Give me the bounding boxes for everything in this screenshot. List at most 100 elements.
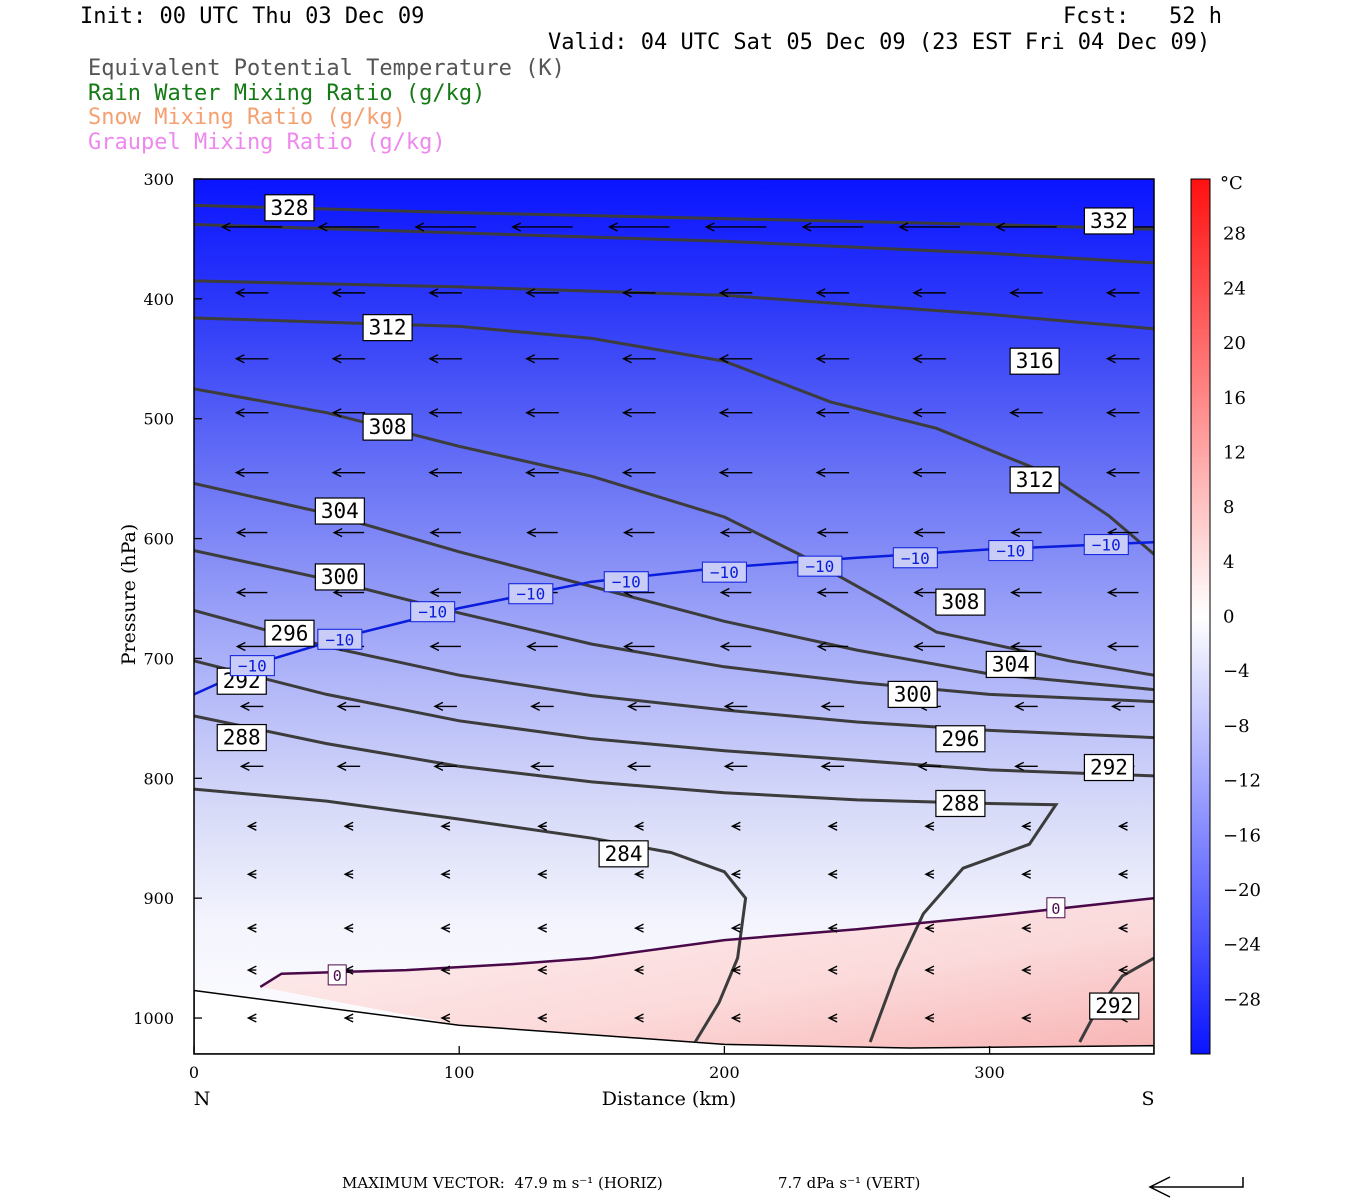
wind-vector [1010, 527, 1042, 538]
contour-label-text: 316 [1016, 349, 1054, 373]
wind-vector [343, 821, 354, 831]
isotherm-minus-10-label: −10 [508, 583, 554, 605]
isotherm-minus-10-label: −10 [701, 561, 747, 583]
contour-label-box [935, 789, 986, 818]
contour-label-text: 288 [941, 791, 979, 815]
wind-vector [730, 821, 741, 831]
contour-label: 292 [1083, 753, 1135, 782]
wind-vector [336, 761, 361, 771]
wind-vector [621, 354, 656, 364]
theta-e-contour-312 [194, 316, 1154, 556]
wind-vector [1010, 587, 1042, 598]
wind-vector [234, 354, 269, 364]
contour-label: 316 [1009, 347, 1060, 375]
isotherm-label-box [1083, 534, 1129, 556]
wind-vector [525, 354, 559, 364]
wind-vector [1105, 288, 1140, 298]
isotherm-label-text: −10 [516, 585, 545, 604]
wind-vector [1105, 468, 1140, 478]
contour-label: 332 [1083, 207, 1135, 235]
contour-label-box [887, 680, 938, 709]
isotherm-minus-10-label: −10 [603, 571, 649, 593]
y-tick-label: 300 [143, 170, 174, 189]
wind-vector [1021, 923, 1032, 933]
isotherm-minus-10-label: −10 [1083, 534, 1129, 556]
contour-label-text: 288 [223, 726, 261, 750]
contour-label-text: 308 [369, 415, 407, 439]
wind-vector [429, 587, 461, 598]
wind-vector [428, 288, 462, 298]
contour-label-text: 304 [992, 652, 1030, 676]
contour-label: 288 [216, 723, 267, 752]
colorbar-tick-label: −16 [1223, 825, 1261, 846]
horiz-value: 47.9 [514, 1174, 548, 1192]
theta-e-contour-292 [194, 659, 1154, 778]
contour-label-text: 292 [1095, 994, 1133, 1018]
wind-vector [235, 641, 268, 652]
wind-vector [820, 701, 845, 712]
wind-vector [414, 222, 476, 232]
isotherm-minus-10-label: −10 [410, 601, 456, 623]
wind-vector [1021, 869, 1032, 879]
y-tick-label: 400 [143, 290, 174, 309]
isotherm-minus-10-label: −10 [229, 655, 275, 677]
theta-e-contour-288 [194, 714, 1059, 1043]
vert-vector-caption: 7.7 dPa s⁻¹ (VERT) [778, 1174, 920, 1192]
max-vector-label: MAXIMUM VECTOR: [342, 1174, 505, 1192]
contour-label: 296 [264, 619, 315, 647]
wind-vector [235, 527, 268, 538]
isotherm-label-box [701, 561, 747, 583]
wind-vector [331, 354, 366, 364]
horiz-unit: m s⁻¹ (HORIZ) [552, 1174, 663, 1192]
contour-label-box [264, 194, 315, 222]
isotherm-label-box [410, 601, 456, 623]
isotherm-label-text: −10 [901, 549, 930, 568]
wind-vector [1021, 965, 1032, 975]
isotherm-label-box [988, 540, 1034, 562]
contour-label-text: 300 [321, 565, 359, 589]
isotherm-label-box [327, 964, 347, 986]
colorbar-tick-label: 16 [1223, 388, 1246, 409]
wind-vector [815, 408, 850, 418]
colorbar [1190, 178, 1211, 1055]
isotherm-label-box [603, 571, 649, 593]
wind-vector [621, 468, 656, 478]
colorbar-tick-label: −4 [1223, 661, 1250, 682]
warm-temperature-region [260, 898, 1154, 1048]
wind-vector [1009, 288, 1043, 298]
contour-label-text: 284 [605, 842, 643, 866]
wind-vector [820, 761, 845, 771]
colorbar-tick-label: −24 [1223, 935, 1261, 956]
y-axis-label: Pressure (hPa) [118, 524, 140, 666]
x-tick-label: 300 [974, 1063, 1005, 1082]
wind-vector [317, 222, 380, 232]
wind-vector [816, 527, 849, 538]
isotherm-label-text: −10 [238, 657, 267, 676]
wind-vector [730, 923, 741, 933]
wind-vector [633, 923, 644, 933]
wind-vector [816, 641, 849, 652]
wind-vector [621, 408, 656, 418]
colorbar-tick-label: −28 [1223, 989, 1261, 1010]
contour-label-text: 296 [941, 727, 979, 751]
isotherm-label-text: −10 [418, 603, 447, 622]
wind-vector [912, 354, 946, 364]
x-end-label-north: N [194, 1088, 211, 1110]
wind-vector [537, 869, 548, 879]
wind-vector [730, 965, 741, 975]
wind-vector [621, 288, 656, 298]
isotherm-label-text: −10 [805, 557, 834, 576]
contour-label: 284 [598, 840, 649, 868]
wind-vector [239, 701, 264, 712]
isotherm-minus-10 [194, 540, 1154, 696]
wind-vector [718, 288, 753, 298]
terrain [194, 989, 1154, 1054]
wind-vector [525, 288, 559, 298]
isotherm-label-text: 0 [333, 967, 342, 985]
wind-vector [530, 701, 554, 712]
contour-label-text: 332 [1090, 209, 1128, 233]
wind-vector [1105, 408, 1140, 418]
wind-vector [428, 354, 462, 364]
legend-theta-e: Equivalent Potential Temperature (K) [88, 56, 565, 81]
